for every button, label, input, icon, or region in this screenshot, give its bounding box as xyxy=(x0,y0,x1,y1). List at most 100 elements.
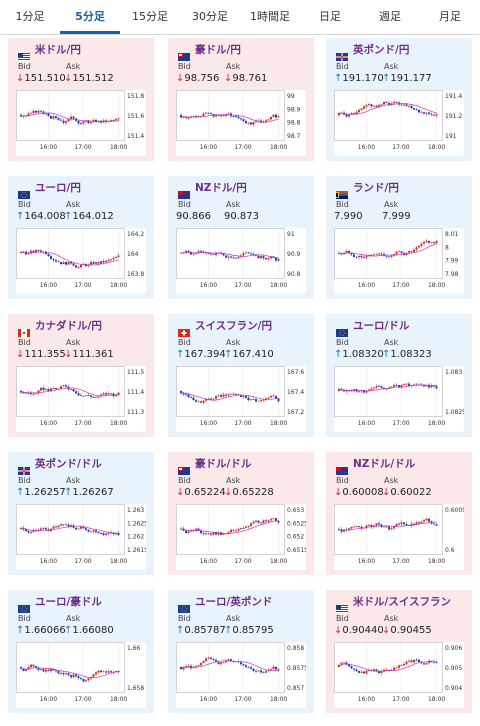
x-tick-label: 17:00 xyxy=(74,696,91,703)
chart-container[interactable]: 16:00 17:00 18:00 8.01 8 7.99 7.98 xyxy=(334,228,464,294)
tab-6[interactable]: 日足 xyxy=(319,10,341,23)
y-tick-label: 0.906 xyxy=(445,645,462,652)
candle-body xyxy=(340,529,343,532)
chart-container[interactable]: 16:00 17:00 18:00 191.4 191.2 191 xyxy=(334,90,464,156)
moving-average-line xyxy=(180,660,279,671)
chart-frame xyxy=(16,90,125,141)
bid-value: ↑164.008 xyxy=(16,211,66,222)
candle-body xyxy=(435,114,438,116)
rate-card[interactable]: NZドル/円 Bid Ask 90.866 90.873 16:00 17:00 18:00 9… xyxy=(168,176,314,299)
chart-container[interactable]: 16:00 17:00 18:00 111.5 111.4 111.3 xyxy=(16,366,146,432)
y-tick-label: 8.01 xyxy=(445,231,459,238)
candle-body xyxy=(215,114,217,117)
chart-container[interactable]: 16:00 17:00 18:00 167.6 167.4 167.2 xyxy=(176,366,306,432)
arrow-up-icon: ↑ xyxy=(64,487,73,498)
tab-1[interactable]: 1分足 xyxy=(15,10,45,23)
candle-body xyxy=(57,525,60,528)
chart-container[interactable]: 16:00 17:00 18:00 1.083 1.0825 xyxy=(334,366,464,432)
chart-container[interactable]: 16:00 17:00 18:00 0.906 0.905 0.904 xyxy=(334,642,464,708)
candle-body xyxy=(185,530,187,533)
pair-title[interactable]: ユーロ/豪ドル xyxy=(35,596,102,608)
candle-body xyxy=(90,395,92,397)
chart-container[interactable]: 16:00 17:00 18:00 99 98.9 98.8 98.7 xyxy=(176,90,306,156)
pair-title[interactable]: ランド/円 xyxy=(353,182,399,194)
pair-title[interactable]: 米ドル/円 xyxy=(35,44,81,56)
rate-card[interactable]: スイスフラン/円 Bid Ask ↑167.394 ↑167.410 16:00 17:00… xyxy=(168,314,314,437)
rate-card[interactable]: ユーロ/英ポンド Bid Ask ↑0.85787 ↑0.85795 16:00 17:00… xyxy=(168,590,314,713)
candle-body xyxy=(390,386,393,388)
rate-card[interactable]: 豪ドル/円 Bid Ask ↓98.756 ↓98.761 16:00 17:00 18:00… xyxy=(168,38,314,161)
candle-body xyxy=(227,532,230,534)
rate-card[interactable]: 英ポンド/ドル Bid Ask ↑1.26257 ↑1.26267 16:00 17:00 1… xyxy=(8,452,154,575)
arrow-up-icon: ↑ xyxy=(176,349,185,360)
pair-title[interactable]: スイスフラン/円 xyxy=(195,320,273,332)
rate-card[interactable]: 豪ドル/ドル Bid Ask ↓0.65224 ↓0.65228 16:00 17:00 18… xyxy=(168,452,314,575)
pair-title[interactable]: 米ドル/スイスフラン xyxy=(353,596,452,608)
tab-3[interactable]: 15分足 xyxy=(132,10,168,23)
candle-body xyxy=(197,665,200,667)
chart-container[interactable]: 16:00 17:00 18:00 1.66 1.658 xyxy=(16,642,146,708)
chart-container[interactable]: 16:00 17:00 18:00 0.653 0.6525 0.652 0.6515 xyxy=(176,504,306,570)
pair-title[interactable]: NZドル/ドル xyxy=(353,458,416,470)
candle-body xyxy=(250,122,252,125)
candle-body xyxy=(32,529,35,532)
tab-7[interactable]: 週足 xyxy=(379,10,401,23)
chart-container[interactable]: 16:00 17:00 18:00 91 90.9 90.8 xyxy=(176,228,306,294)
candle-body xyxy=(27,392,30,394)
rate-card[interactable]: ユーロ/円 Bid Ask ↑164.008 ↑164.012 16:00 17:00 18:… xyxy=(8,176,154,299)
candle-body xyxy=(77,676,80,678)
arrow-up-icon: ↑ xyxy=(382,349,391,360)
rate-card[interactable]: 英ポンド/円 Bid Ask ↑191.170 ↑191.177 16:00 17:00 18… xyxy=(326,38,472,161)
chart-container[interactable]: 16:00 17:00 18:00 151.8 151.6 151.4 xyxy=(16,90,146,156)
candle-body xyxy=(415,659,418,661)
candle-body xyxy=(227,256,230,258)
chart-container[interactable]: 16:00 17:00 18:00 0.858 0.8575 0.857 xyxy=(176,642,306,708)
ask-value: ↑1.26267 xyxy=(64,487,114,498)
candle-body xyxy=(77,393,80,396)
tab-5[interactable]: 1時間足 xyxy=(250,10,290,23)
rate-card[interactable]: ユーロ/ドル Bid Ask ↑1.08320 ↑1.08323 16:00 17:00 18… xyxy=(326,314,472,437)
pair-title[interactable]: NZドル/円 xyxy=(195,182,247,194)
pair-title[interactable]: ユーロ/円 xyxy=(35,182,81,194)
chart-container[interactable]: 16:00 17:00 18:00 0.6005 0.6 xyxy=(334,504,464,570)
rate-card[interactable]: カナダドル/円 Bid Ask ↓111.355 ↓111.361 16:00 17:00 1… xyxy=(8,314,154,437)
pair-title[interactable]: 豪ドル/円 xyxy=(195,44,241,56)
pair-title[interactable]: カナダドル/円 xyxy=(35,320,102,332)
candle-body xyxy=(220,395,222,397)
pair-title[interactable]: 豪ドル/ドル xyxy=(195,458,252,470)
candle-body xyxy=(217,114,220,116)
pair-title[interactable]: ユーロ/ドル xyxy=(353,320,410,332)
candle-body xyxy=(82,121,85,124)
candle-body xyxy=(62,672,65,675)
candle-body xyxy=(205,533,207,535)
chart-container[interactable]: 16:00 17:00 18:00 164.2 164 163.8 xyxy=(16,228,146,294)
rate-card[interactable]: ユーロ/豪ドル Bid Ask ↑1.66066 ↑1.66080 16:00 17:00 1… xyxy=(8,590,154,713)
rate-card[interactable]: 米ドル/スイスフラン Bid Ask ↓0.90440 ↓0.90455 16:00 17:… xyxy=(326,590,472,713)
candle-body xyxy=(240,118,242,120)
candle-body xyxy=(420,661,423,664)
rate-card[interactable]: 米ドル/円 Bid Ask ↓151.510 ↓151.512 16:00 17:00 18:… xyxy=(8,38,154,161)
candle-body xyxy=(42,111,45,114)
candle-body xyxy=(47,254,50,257)
candle-body xyxy=(55,116,57,118)
ask-price: 1.66080 xyxy=(72,625,114,636)
candle-body xyxy=(428,112,430,114)
candle-body xyxy=(235,257,237,259)
candle-body xyxy=(97,120,100,123)
candle-body xyxy=(400,251,403,254)
candle-body xyxy=(85,528,87,530)
tab-8[interactable]: 月足 xyxy=(439,10,461,23)
chart-container[interactable]: 16:00 17:00 18:00 1.263 1.2625 1.262 1.2615 xyxy=(16,504,146,570)
candle-body xyxy=(360,108,363,110)
candle-body xyxy=(230,256,232,258)
ask-label: Ask xyxy=(66,338,81,347)
tab-2[interactable]: 5分足 xyxy=(60,0,120,34)
tab-4[interactable]: 30分足 xyxy=(192,10,228,23)
pair-title[interactable]: 英ポンド/ドル xyxy=(35,458,102,470)
pair-title[interactable]: ユーロ/英ポンド xyxy=(195,596,273,608)
ask-price: 0.90455 xyxy=(390,625,432,636)
pair-title[interactable]: 英ポンド/円 xyxy=(353,44,410,56)
candle-body xyxy=(45,670,47,672)
rate-card[interactable]: ランド/円 Bid Ask 7.990 7.999 16:00 17:00 18:00 8.01… xyxy=(326,176,472,299)
rate-card[interactable]: NZドル/ドル Bid Ask ↓0.60008 ↓0.60022 16:00 17:00 1… xyxy=(326,452,472,575)
